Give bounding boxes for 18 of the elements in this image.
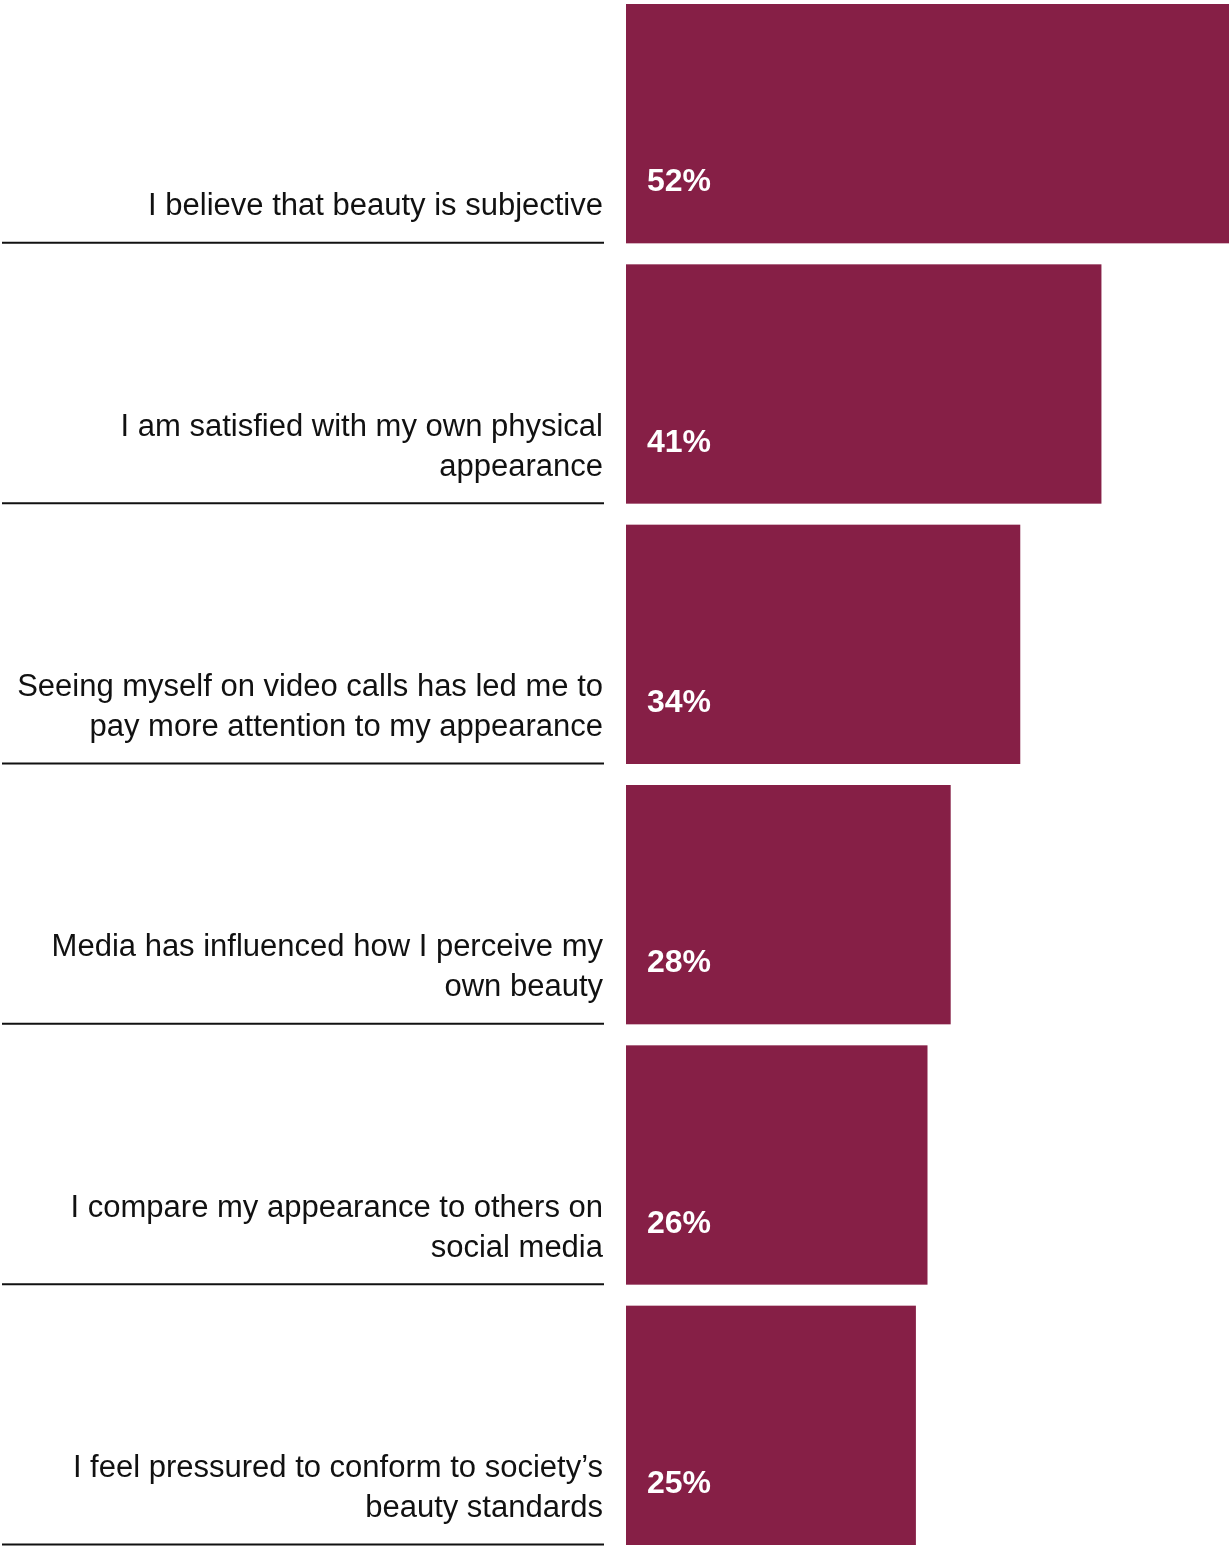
bar — [626, 1045, 928, 1285]
y-tick-label: Seeing myself on video calls has led me to pay more attention to my appearance — [17, 668, 603, 743]
data-label: 52% — [647, 162, 712, 199]
y-tick-label: Media has influenced how I perceive my own beauty — [51, 928, 604, 1004]
bar — [626, 4, 1229, 244]
bar — [626, 264, 1102, 504]
bar — [626, 524, 1021, 764]
data-label: 25% — [647, 1464, 712, 1500]
y-tick-label: I believe that beauty is subjective — [148, 187, 603, 223]
data-label: 41% — [647, 422, 712, 459]
data-label: 34% — [647, 683, 712, 719]
data-label: 26% — [647, 1203, 712, 1240]
data-label: 28% — [647, 943, 712, 980]
y-tick-label: I feel pressured to conform to society’s beauty standards — [72, 1449, 603, 1524]
bar — [626, 785, 951, 1025]
y-tick-label: I compare my appearance to others on social media — [70, 1188, 604, 1264]
y-tick-label: I am satisfied with my own physical appearance — [120, 407, 603, 483]
bar — [626, 1305, 916, 1545]
